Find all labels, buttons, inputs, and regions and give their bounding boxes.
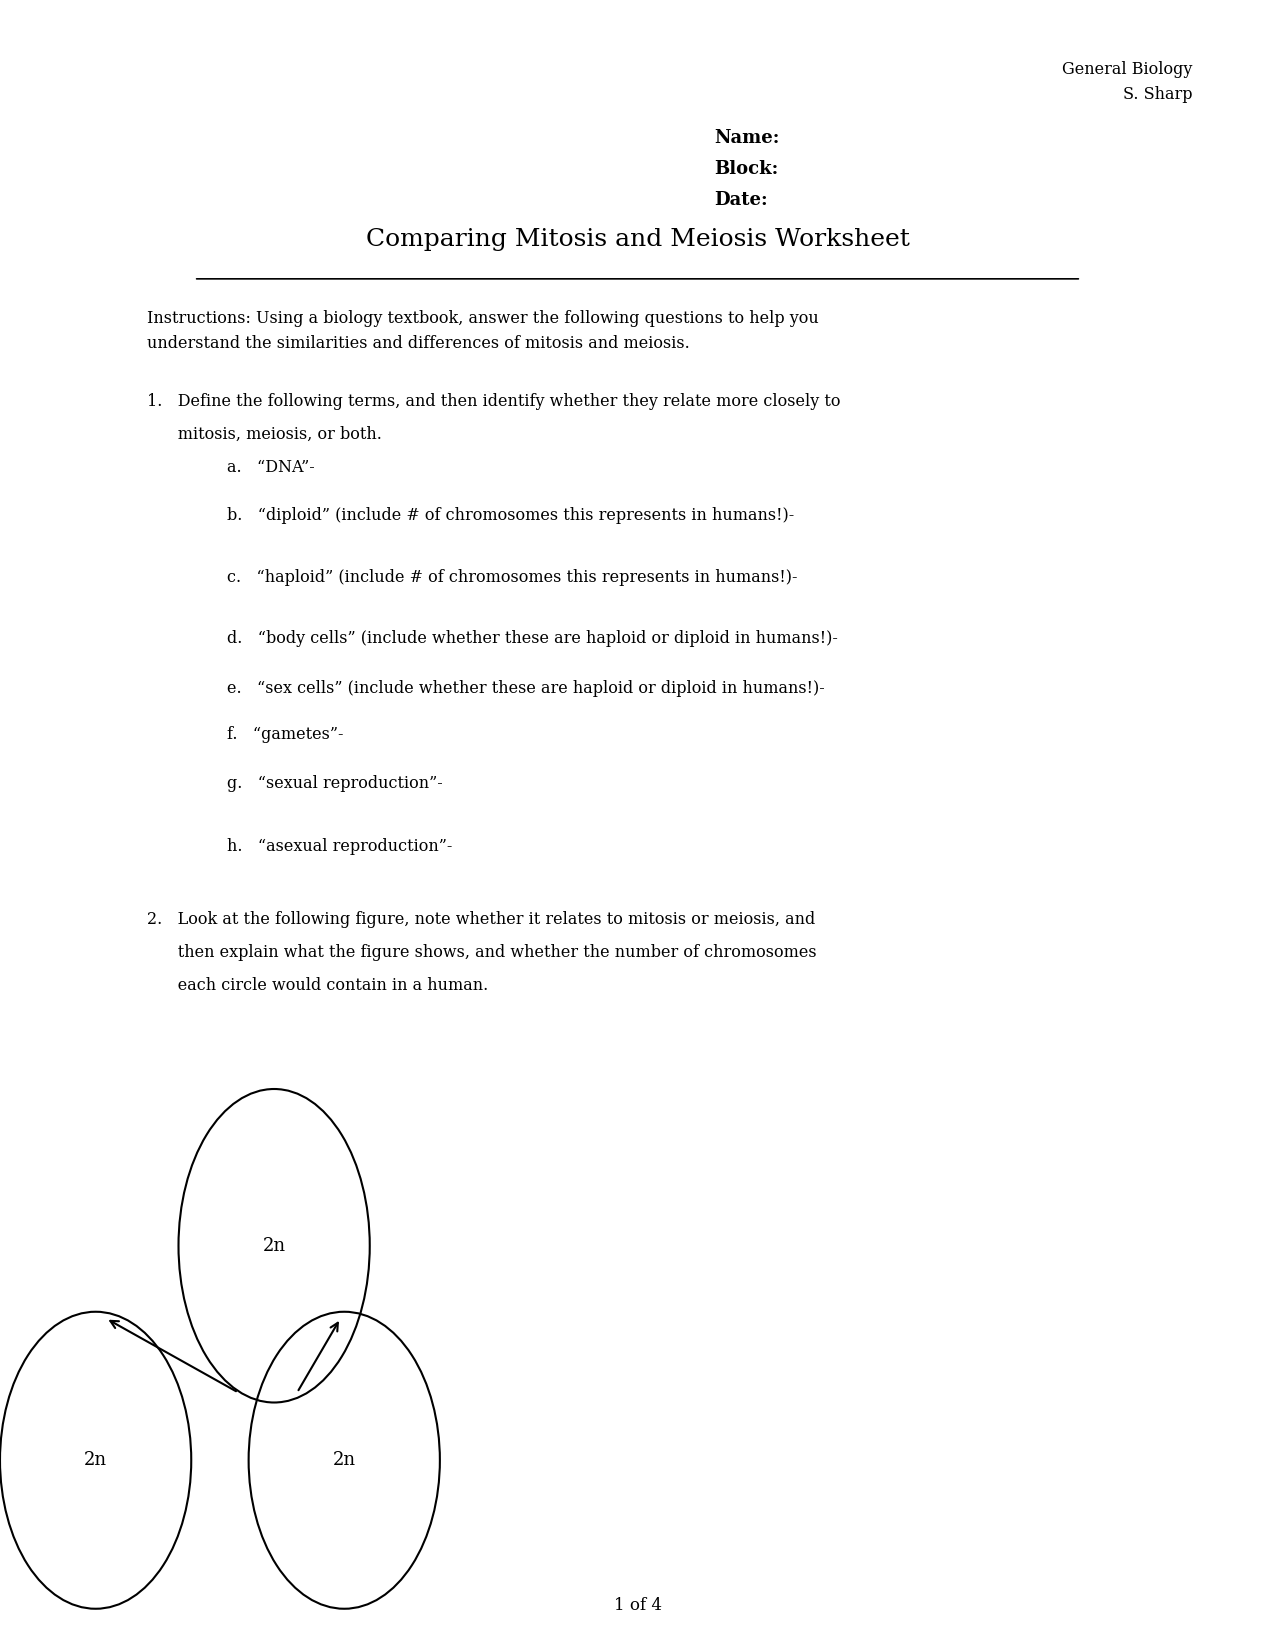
Text: f.   “gametes”-: f. “gametes”- — [227, 726, 343, 742]
Text: e.   “sex cells” (include whether these are haploid or diploid in humans!)-: e. “sex cells” (include whether these ar… — [227, 680, 825, 696]
Text: Comparing Mitosis and Meiosis Worksheet: Comparing Mitosis and Meiosis Worksheet — [366, 228, 909, 251]
Text: then explain what the figure shows, and whether the number of chromosomes: then explain what the figure shows, and … — [147, 944, 816, 960]
Text: 2n: 2n — [263, 1238, 286, 1254]
Text: d.   “body cells” (include whether these are haploid or diploid in humans!)-: d. “body cells” (include whether these a… — [227, 630, 838, 647]
Text: c.   “haploid” (include # of chromosomes this represents in humans!)-: c. “haploid” (include # of chromosomes t… — [227, 569, 797, 586]
Text: a.   “DNA”-: a. “DNA”- — [227, 459, 315, 475]
Text: 1.   Define the following terms, and then identify whether they relate more clos: 1. Define the following terms, and then … — [147, 393, 840, 409]
Text: mitosis, meiosis, or both.: mitosis, meiosis, or both. — [147, 426, 381, 442]
Text: 2.   Look at the following figure, note whether it relates to mitosis or meiosis: 2. Look at the following figure, note wh… — [147, 911, 815, 927]
Text: Instructions: Using a biology textbook, answer the following questions to help y: Instructions: Using a biology textbook, … — [147, 310, 819, 351]
Text: 2n: 2n — [333, 1452, 356, 1468]
Text: General Biology: General Biology — [1062, 61, 1192, 78]
Text: each circle would contain in a human.: each circle would contain in a human. — [147, 977, 488, 993]
Text: g.   “sexual reproduction”-: g. “sexual reproduction”- — [227, 776, 442, 792]
Text: b.   “diploid” (include # of chromosomes this represents in humans!)-: b. “diploid” (include # of chromosomes t… — [227, 507, 794, 523]
Text: 2n: 2n — [84, 1452, 107, 1468]
Text: Date:: Date: — [714, 191, 768, 210]
Text: 1 of 4: 1 of 4 — [613, 1597, 662, 1614]
Text: S. Sharp: S. Sharp — [1122, 86, 1192, 102]
Text: h.   “asexual reproduction”-: h. “asexual reproduction”- — [227, 838, 453, 855]
Text: Block:: Block: — [714, 160, 778, 178]
Text: Name:: Name: — [714, 129, 779, 147]
